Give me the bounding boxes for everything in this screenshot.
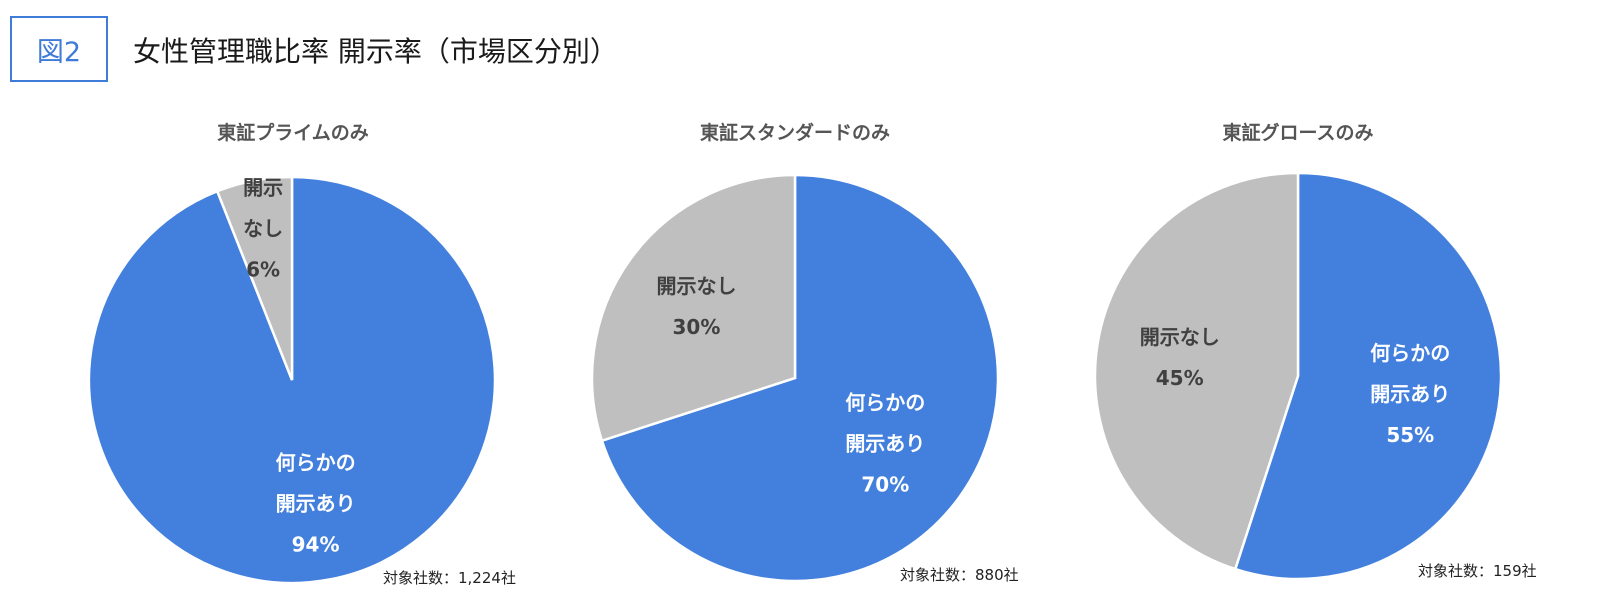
slice-label: 何らかの: [845, 391, 925, 415]
slice-label: 開示なし: [1140, 325, 1220, 349]
slice-label: 開示あり: [845, 432, 925, 456]
chart-title: 東証スタンダードのみ: [699, 122, 890, 144]
slice-label: 55%: [1386, 423, 1434, 447]
slice-label: 何らかの: [276, 451, 356, 475]
pie-chart-growth: 東証グロースのみ 何らかの開示あり 55% 開示なし 45% 対象社数：159社: [1048, 112, 1548, 602]
slice-label: 開示あり: [276, 492, 356, 516]
slice-label: 70%: [861, 473, 909, 497]
company-count-note: 対象社数：159社: [1418, 562, 1537, 580]
slice-label: 45%: [1156, 366, 1204, 390]
pie-chart-prime: 東証プライムのみ 何らかの開示あり 94% 開示なし 6% 対象社数：1,224社: [43, 112, 543, 602]
company-count-note: 対象社数：880社: [900, 566, 1019, 584]
figure-title: 女性管理職比率 開示率（市場区分別）: [133, 35, 618, 68]
slice-label: 30%: [673, 315, 721, 339]
slice-label: 6%: [246, 257, 280, 281]
pie-slice-1: [590, 173, 797, 443]
slice-label: 何らかの: [1370, 341, 1450, 365]
slice-label: なし: [243, 216, 283, 240]
pie-slice-1: [215, 175, 294, 381]
slice-label: 開示なし: [656, 274, 736, 298]
chart-title: 東証プライムのみ: [217, 122, 369, 144]
pie-slice-0: [600, 173, 1000, 583]
pie-slice-1: [1093, 171, 1300, 571]
slice-label: 開示: [243, 175, 283, 199]
pie-chart-standard: 東証スタンダードのみ 何らかの開示あり 70% 開示なし 30% 対象社数：880社: [545, 112, 1045, 602]
pie-slice-0: [1233, 171, 1503, 581]
chart-title: 東証グロースのみ: [1222, 122, 1374, 144]
company-count-note: 対象社数：1,224社: [383, 569, 516, 587]
figure-number: 図2: [36, 36, 82, 68]
slice-label: 94%: [292, 533, 340, 557]
slice-label: 開示あり: [1370, 382, 1450, 406]
figure-number-badge: 図2: [10, 16, 108, 82]
